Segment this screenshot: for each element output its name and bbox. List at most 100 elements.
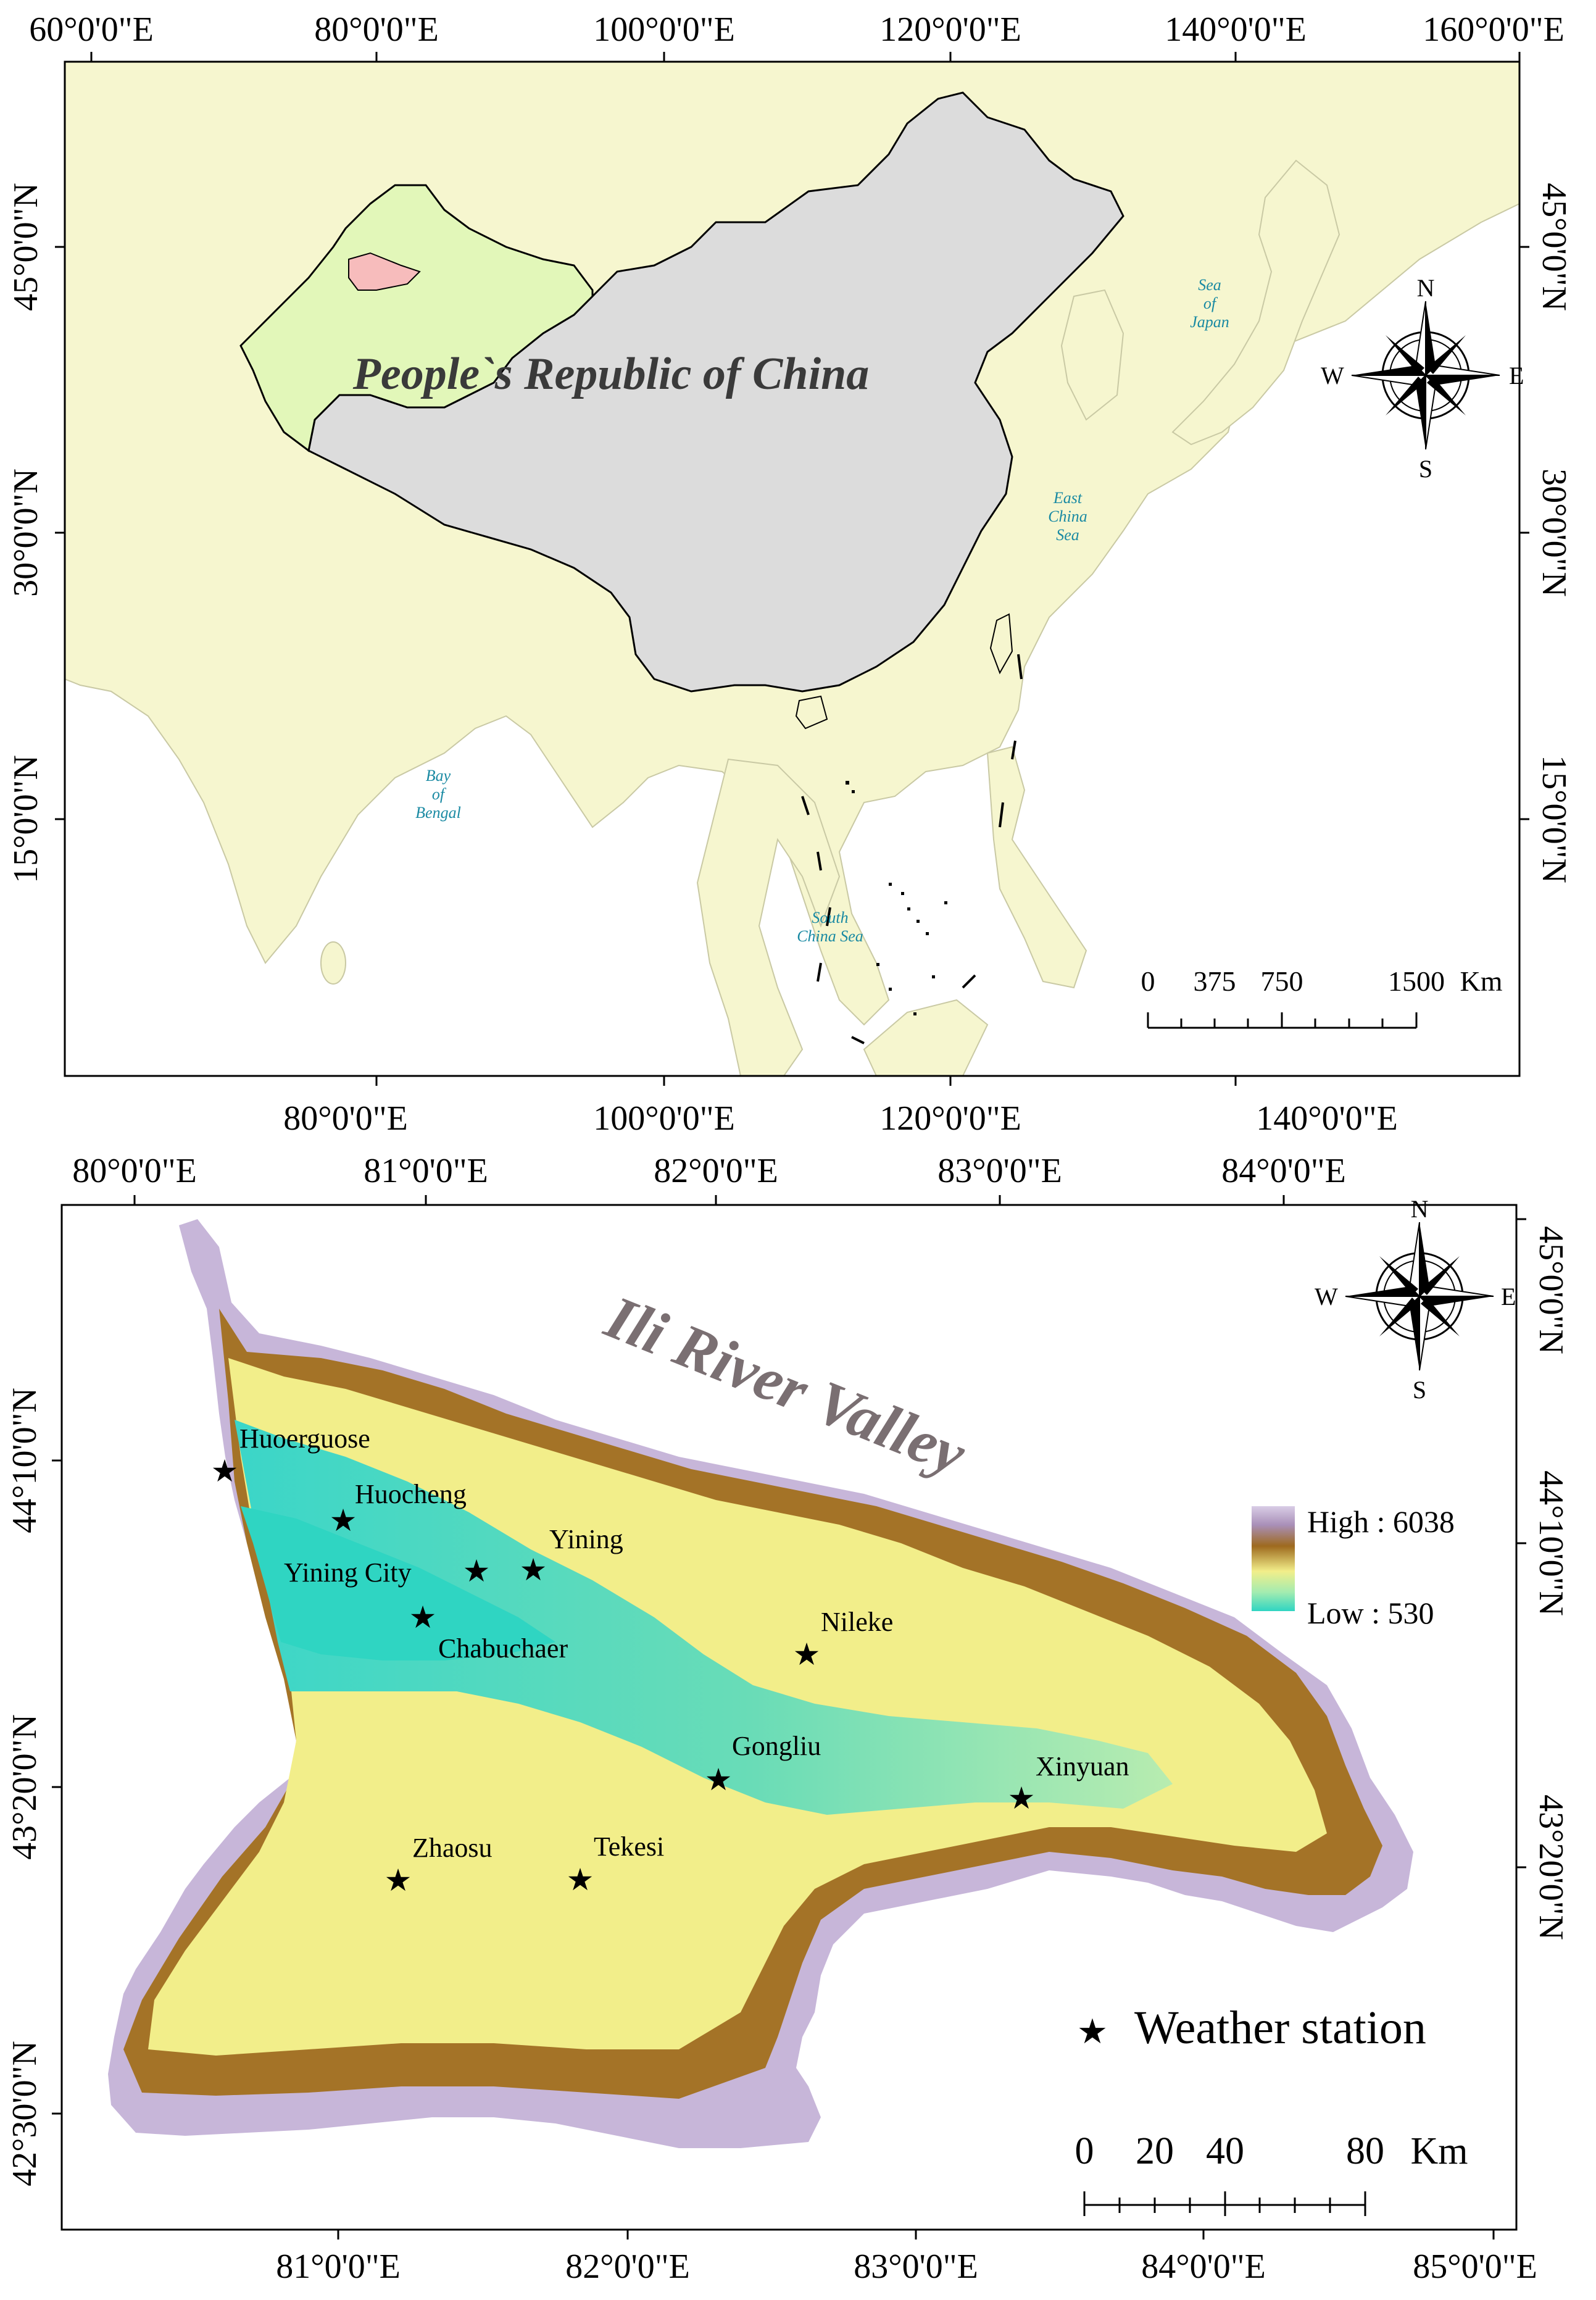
japan-land [1171,159,1340,446]
scale-label: 0 [1141,965,1155,997]
tick-label: 80°0'0"E [283,1099,408,1138]
compass-w: W [1315,1283,1338,1310]
sea-label: China Sea [797,927,863,945]
bottom-map-ticks [52,1195,1526,2240]
sea-label: Sea [1056,526,1079,544]
station-huocheng: ★ Huocheng [330,1479,467,1538]
sea-label: East [1053,489,1083,507]
station-chabuchaer: ★ Chabuchaer [409,1600,568,1664]
station-label: Nileke [821,1607,893,1637]
tick-label: 83°0'0"E [937,1152,1062,1190]
scale-label: 40 [1206,2130,1244,2172]
sea-label: Bengal [415,804,461,822]
scs-islands [846,781,947,1015]
tick-label: 84°0'0"E [1221,1152,1346,1190]
tick-label: 140°0'0"E [1256,1099,1398,1138]
scale-unit: Km [1411,2130,1468,2172]
bottom-map: 80°0'0"E 81°0'0"E 82°0'0"E 83°0'0"E 84°0… [6,1152,1570,2286]
cyan-valley [235,1420,1173,1815]
star-icon: ★ [463,1554,491,1588]
top-scale-bar: 0 375 750 1500 Km [1141,965,1503,1029]
station-legend-label: Weather station [1134,2002,1426,2054]
sea-label: of [432,785,447,803]
tick-label: 30°0'0"N [7,469,45,597]
scale-label: 80 [1346,2130,1384,2172]
tick-label: 44°10'0"N [1532,1470,1570,1616]
scale-label: 375 [1194,965,1236,997]
korea-land [1060,289,1124,421]
station-zhaosu: ★ Zhaosu [384,1833,493,1898]
sea-label: Japan [1190,313,1229,331]
tick-label: 45°0'0"N [1535,183,1573,311]
tick-label: 81°0'0"E [364,1152,488,1190]
tick-label: 45°0'0"N [7,183,45,311]
scale-label: 0 [1075,2130,1094,2172]
station-xinyuan: ★ Xinyuan [1008,1751,1129,1815]
bottom-map-frame [60,1204,1518,2231]
bottom-map-bottom-labels: 81°0'0"E 82°0'0"E 83°0'0"E 84°0'0"E 85°0… [276,2248,1537,2286]
star-icon: ★ [330,1503,357,1538]
star-icon: ★ [1077,2013,1108,2051]
star-icon: ★ [793,1637,821,1672]
borneo-land [863,999,989,1076]
sea-label: China [1048,507,1087,525]
star-icon: ★ [520,1552,547,1587]
station-yining: ★ Yining [520,1524,623,1587]
tick-label: 60°0'0"E [29,10,154,49]
ili-region [348,252,421,291]
station-huoerguose: ★ Huoerguose [211,1423,370,1488]
star-icon: ★ [211,1454,239,1488]
bottom-map-right-labels: 45°0'0"N 44°10'0"N 43°20'0"N [1532,1226,1570,1940]
tick-label: 80°0'0"E [314,10,439,49]
compass-e: E [1501,1283,1516,1310]
star-icon: ★ [567,1862,594,1897]
top-map-top-labels: 60°0'0"E 80°0'0"E 100°0'0"E 120°0'0"E 14… [29,10,1565,49]
star-icon: ★ [384,1863,412,1898]
station-gongliu: ★ Gongliu [705,1731,821,1797]
compass-n: N [1417,274,1435,302]
tick-label: 82°0'0"E [654,1152,778,1190]
compass-s: S [1419,455,1432,483]
top-map-bottom-labels: 80°0'0"E 100°0'0"E 120°0'0"E 140°0'0"E [283,1099,1398,1138]
lowest-valley [241,1506,555,1660]
taiwan-island [989,613,1013,675]
tick-label: 83°0'0"E [854,2248,978,2286]
tick-label: 100°0'0"E [593,1099,735,1138]
xinjiang-region [239,184,594,452]
sea-labels: Sea of Japan East China Sea Bay of Benga… [415,276,1229,945]
tick-label: 85°0'0"E [1413,2248,1537,2286]
station-nileke: ★ Nileke [793,1607,894,1672]
tick-label: 30°0'0"N [1535,469,1573,597]
nine-dash-line [801,654,1023,1044]
tick-label: 42°30'0"N [6,2041,44,2186]
scale-unit: Km [1460,965,1503,997]
tick-label: 43°20'0"N [6,1714,44,1860]
philippines-land [986,746,1087,989]
tick-label: 82°0'0"E [565,2248,690,2286]
bottom-scale-bar: 0 20 40 80 Km [1075,2130,1468,2216]
station-yining-city: ★ Yining City [284,1554,490,1588]
weather-stations: ★ Huoerguose ★ Huocheng ★ Yining ★ Yinin… [211,1423,1129,1898]
legend-low: Low : 530 [1307,1596,1434,1630]
station-label: Tekesi [594,1831,664,1862]
top-map: 60°0'0"E 80°0'0"E 100°0'0"E 120°0'0"E 14… [7,10,1573,1138]
scale-label: 1500 [1388,965,1445,997]
tick-label: 44°10'0"N [6,1388,44,1533]
station-legend: ★ Weather station [1077,2002,1426,2054]
hainan-island [795,695,828,730]
tick-label: 15°0'0"N [7,755,45,883]
star-icon: ★ [409,1600,437,1635]
scale-label: 20 [1136,2130,1174,2172]
compass-e: E [1509,362,1524,390]
compass-w: W [1321,362,1344,390]
top-map-right-labels: 45°0'0"N 30°0'0"N 15°0'0"N [1535,183,1573,883]
compass-n: N [1411,1195,1429,1223]
compass-s: S [1413,1376,1426,1404]
station-label: Huoerguose [239,1423,370,1454]
scale-label: 750 [1261,965,1303,997]
tick-label: 120°0'0"E [879,1099,1021,1138]
top-map-ticks [55,52,1529,1086]
legend-high: High : 6038 [1307,1504,1455,1539]
bottom-map-left-labels: 44°10'0"N 43°20'0"N 42°30'0"N [6,1388,44,2186]
